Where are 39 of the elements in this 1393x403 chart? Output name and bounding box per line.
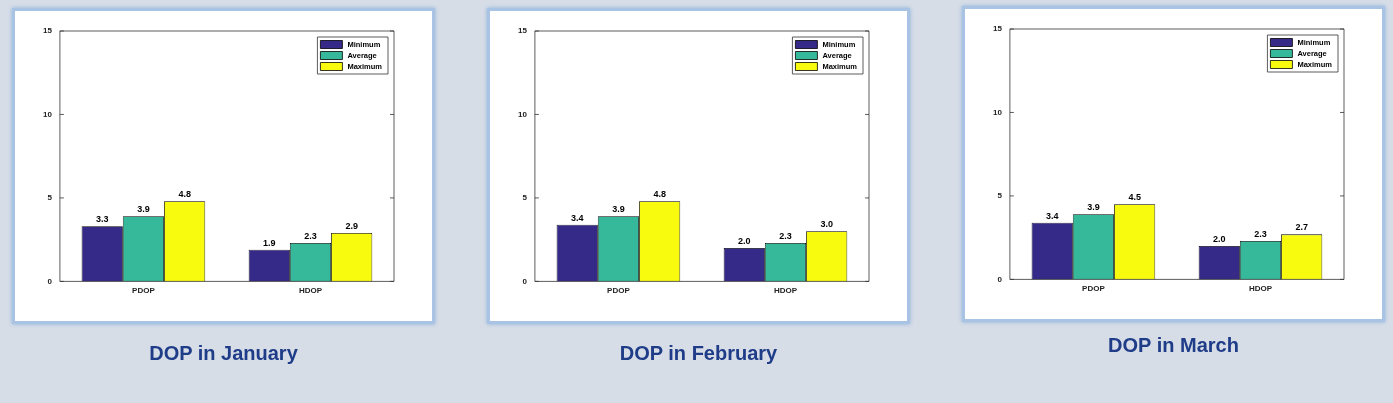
data-label: 2.3 — [779, 230, 792, 241]
data-label: 2.7 — [1295, 222, 1308, 233]
y-tick-label: 5 — [522, 193, 528, 203]
data-label: 2.3 — [304, 230, 317, 241]
data-label: 2.9 — [345, 220, 358, 231]
text: DOP in March — [1108, 334, 1239, 357]
text: DOP in February — [619, 342, 778, 365]
data-label: 3.0 — [820, 219, 833, 230]
x-tick-label: HDOP — [773, 286, 798, 296]
y-tick-label: 0 — [997, 274, 1003, 284]
data-label: 1.9 — [263, 237, 276, 248]
data-label: 4.8 — [178, 189, 191, 200]
x-tick-label: PDOP — [132, 286, 156, 296]
x-tick-label: PDOP — [607, 286, 631, 296]
data-label: 2.0 — [738, 236, 751, 246]
y-tick-label: 10 — [517, 109, 528, 119]
y-tick-label: 10 — [42, 109, 53, 119]
x-tick-label: HDOP — [1248, 284, 1273, 294]
data-label: 3.9 — [1087, 202, 1100, 213]
y-tick-label: 0 — [522, 276, 528, 286]
data-label: 3.9 — [612, 204, 625, 215]
y-tick-label: 15 — [992, 24, 1003, 34]
data-label: 3.4 — [1045, 210, 1059, 221]
y-tick-label: 10 — [992, 107, 1003, 117]
y-tick-label: 15 — [517, 26, 528, 36]
data-label: 3.9 — [137, 204, 150, 215]
y-tick-label: 0 — [47, 276, 53, 286]
data-label: 2.0 — [1213, 234, 1226, 244]
x-tick-label: PDOP — [1082, 284, 1106, 294]
data-label: 3.3 — [95, 214, 109, 225]
data-label: 4.5 — [1128, 192, 1141, 203]
data-label: 2.3 — [1254, 228, 1267, 239]
x-tick-label: HDOP — [298, 286, 323, 296]
data-label: 4.8 — [653, 189, 666, 200]
y-tick-label: 15 — [42, 26, 53, 36]
text: DOP in January — [149, 342, 298, 365]
data-label: 3.4 — [570, 212, 584, 223]
y-tick-label: 5 — [47, 193, 53, 203]
y-tick-label: 5 — [997, 191, 1003, 201]
